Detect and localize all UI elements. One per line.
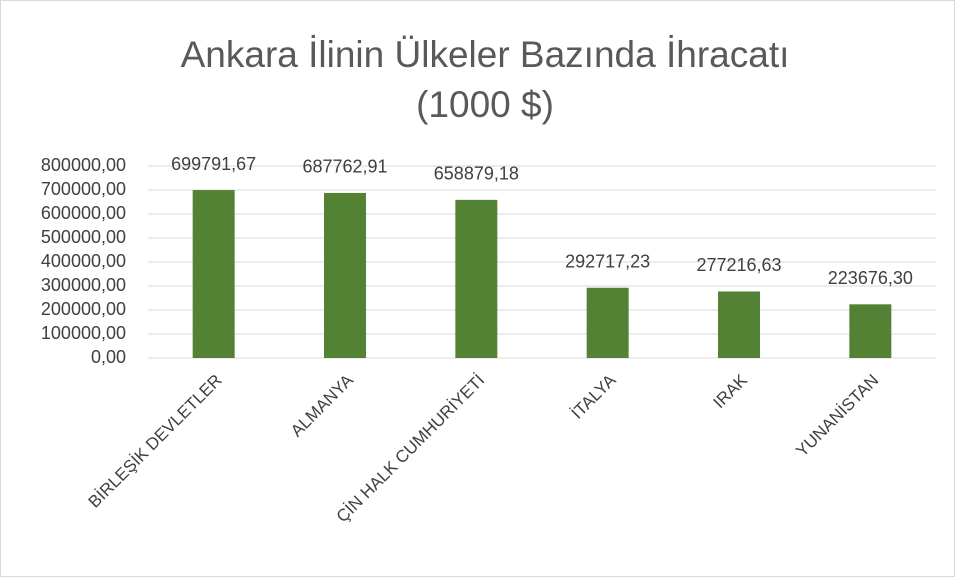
bar (849, 304, 892, 358)
data-label: 223676,30 (828, 268, 913, 288)
data-label: 699791,67 (171, 154, 256, 174)
y-tick-label: 400000,00 (41, 251, 126, 271)
y-tick-label: 800000,00 (41, 155, 126, 175)
y-tick-label: 500000,00 (41, 227, 126, 247)
bar (324, 192, 366, 358)
x-tick-label: IRAK (710, 370, 752, 412)
y-tick-label: 300000,00 (41, 275, 126, 295)
x-tick-label: İTALYA (567, 370, 620, 423)
bar (718, 291, 760, 358)
data-label: 658879,18 (434, 164, 519, 184)
y-tick-label: 200000,00 (41, 299, 126, 319)
bar (192, 190, 235, 358)
chart-title: Ankara İlinin Ülkeler Bazında İhracatı (… (180, 34, 790, 125)
data-label: 292717,23 (565, 251, 650, 271)
data-label: 687762,91 (302, 157, 387, 177)
x-tick-label: ÇİN HALK CUMHURİYETİ (333, 371, 489, 527)
y-tick-label: 600000,00 (41, 203, 126, 223)
y-tick-label: 100000,00 (41, 323, 126, 343)
y-tick-label: 700000,00 (41, 179, 126, 199)
x-tick-label: BİRLEŞİK DEVLETLER (85, 371, 226, 512)
y-tick-label: 0,00 (91, 347, 126, 367)
bar (455, 199, 498, 358)
bar (586, 287, 629, 358)
x-tick-label: YUNANİSTAN (792, 371, 882, 461)
x-tick-label: ALMANYA (287, 370, 357, 440)
data-label: 277216,63 (696, 255, 781, 275)
